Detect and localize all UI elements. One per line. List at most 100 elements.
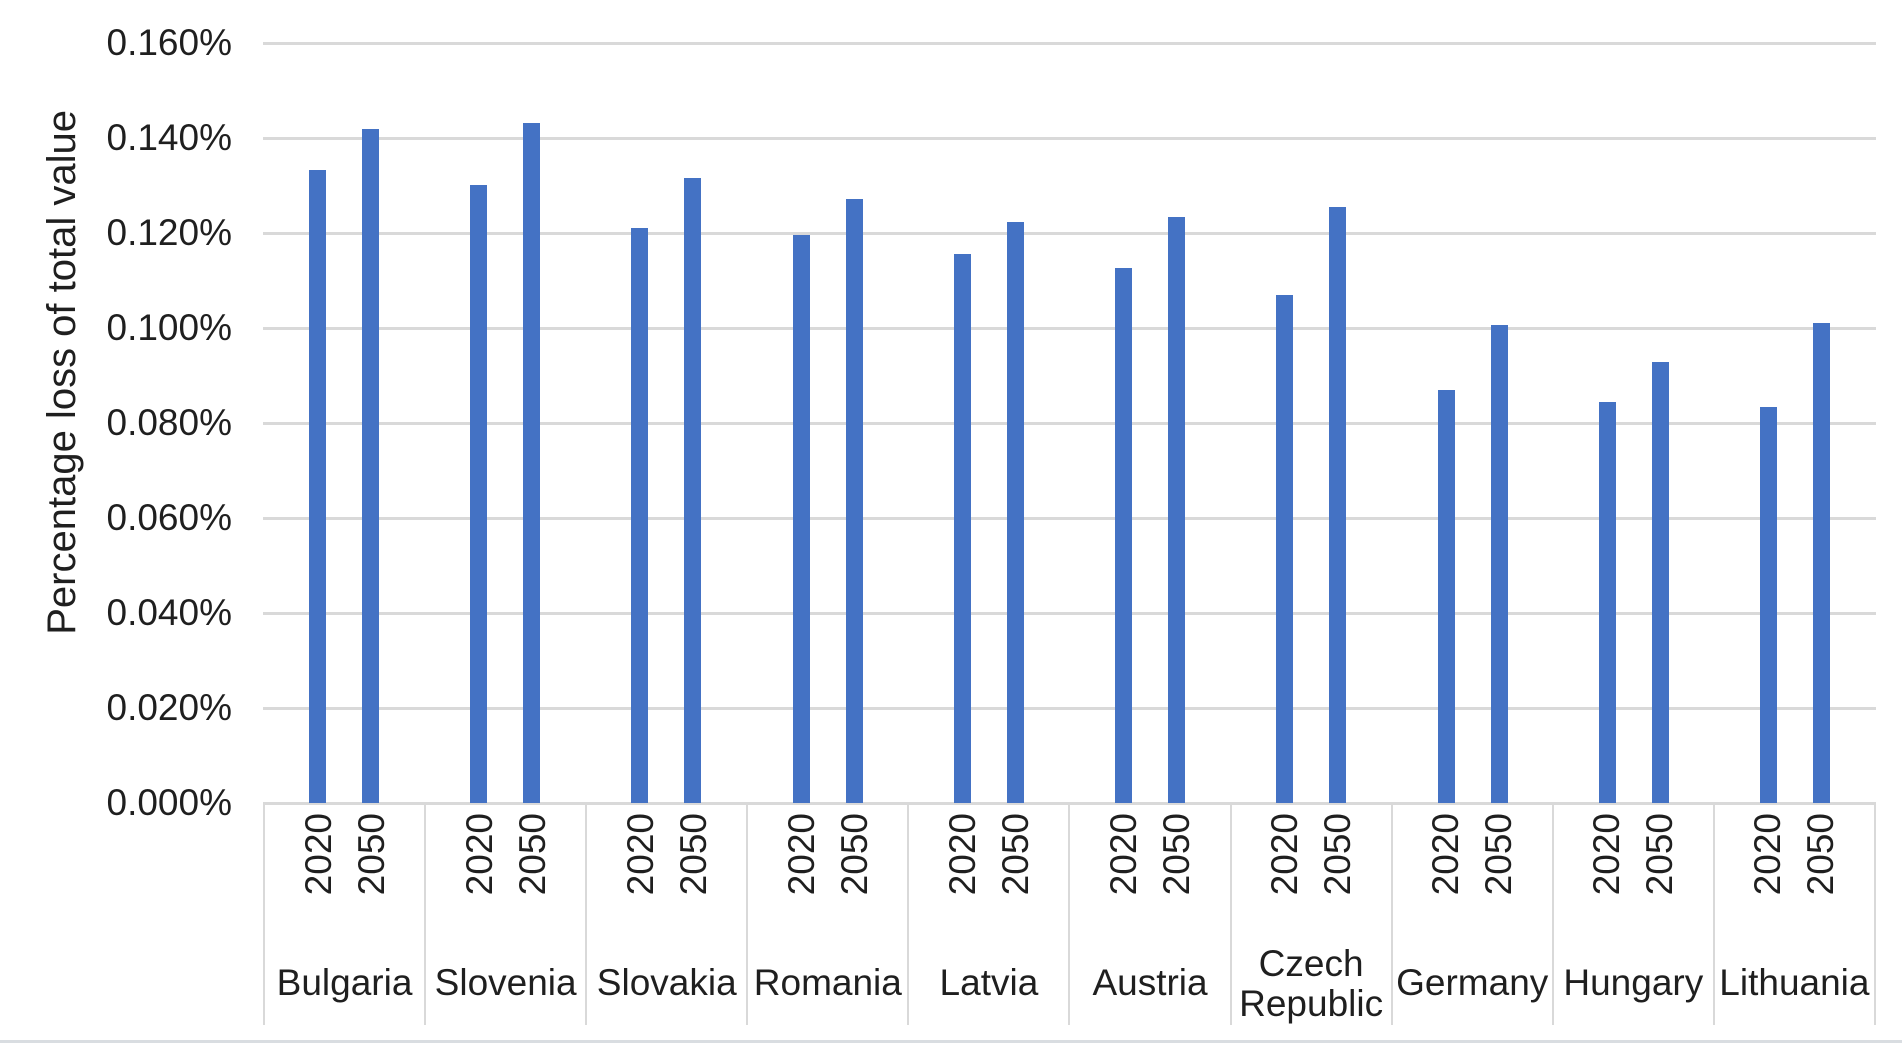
year-label-row: 2020 2050 <box>1419 813 1525 955</box>
year-tick-label: 2020 <box>619 813 661 896</box>
gridline <box>263 232 1876 235</box>
year-tick-label: 2020 <box>458 813 500 896</box>
category-axis-label-area: 2020 2050 Bulgaria 2020 2050 Slovenia 2020 2050… <box>263 803 1876 1025</box>
bar-romania-2050 <box>845 199 863 803</box>
y-tick-label: 0.080% <box>106 402 233 443</box>
year-label-slot: 2050 <box>1633 813 1686 955</box>
year-tick-label: 2020 <box>941 813 983 896</box>
bar-slovakia-2020 <box>631 228 649 803</box>
bar-czech-republic-2020 <box>1276 295 1294 803</box>
bar-slovenia-2020 <box>469 185 487 803</box>
category-cell-slovenia: 2020 2050 Slovenia <box>424 803 585 1025</box>
bar-group-bulgaria <box>263 43 424 803</box>
gridline <box>263 707 1876 710</box>
year-tick-label: 2050 <box>1156 813 1198 896</box>
bars-layer <box>263 43 1876 803</box>
year-label-slot: 2020 <box>1097 813 1150 955</box>
category-cell-germany: 2020 2050 Germany <box>1390 803 1552 1025</box>
year-label-row: 2020 2050 <box>775 813 881 955</box>
y-tick-label: 0.060% <box>106 497 233 538</box>
year-label-slot: 2020 <box>453 813 506 955</box>
bar-hungary-2050 <box>1652 362 1670 803</box>
year-tick-label: 2020 <box>297 813 339 896</box>
year-tick-label: 2050 <box>672 813 714 896</box>
gridline <box>263 42 1876 45</box>
year-label-slot: 2050 <box>667 813 720 955</box>
plot-area <box>263 42 1876 805</box>
category-tick-label: Germany <box>1396 962 1549 1003</box>
year-label-slot: 2020 <box>292 813 345 955</box>
category-cell-austria: 2020 2050 Austria <box>1068 803 1229 1025</box>
year-label-slot: 2020 <box>1741 813 1794 955</box>
year-label-slot: 2020 <box>936 813 989 955</box>
year-label-row: 2020 2050 <box>1580 813 1686 955</box>
bar-group-hungary <box>1553 43 1714 803</box>
year-tick-label: 2050 <box>1639 813 1681 896</box>
bar-slovenia-2050 <box>522 123 540 803</box>
bar-group-austria <box>1069 43 1230 803</box>
year-tick-label: 2020 <box>1425 813 1467 896</box>
category-tick-label: Czech Republic <box>1239 942 1384 1025</box>
bar-group-slovakia <box>586 43 747 803</box>
year-label-slot: 2050 <box>506 813 559 955</box>
year-tick-label: 2050 <box>994 813 1036 896</box>
bar-group-czech-republic <box>1231 43 1392 803</box>
gridline <box>263 137 1876 140</box>
category-cell-latvia: 2020 2050 Latvia <box>907 803 1068 1025</box>
category-tick-label: Hungary <box>1563 962 1704 1003</box>
y-tick-label: 0.040% <box>106 592 233 633</box>
bar-latvia-2050 <box>1006 222 1024 803</box>
year-label-slot: 2050 <box>1311 813 1364 936</box>
year-label-slot: 2020 <box>775 813 828 955</box>
bar-bulgaria-2020 <box>308 170 326 803</box>
year-label-slot: 2050 <box>345 813 398 955</box>
y-tick-label: 0.160% <box>106 22 233 63</box>
year-label-row: 2020 2050 <box>292 813 398 955</box>
bottom-edge-line <box>0 1040 1902 1043</box>
category-tick-label: Latvia <box>939 962 1039 1003</box>
y-axis-tick-labels: 0.160% 0.140% 0.120% 0.100% 0.080% 0.060% 0.04… <box>0 0 233 850</box>
year-tick-label: 2020 <box>1264 813 1306 896</box>
year-tick-label: 2020 <box>1103 813 1145 896</box>
bar-romania-2020 <box>792 235 810 803</box>
year-label-slot: 2020 <box>1258 813 1311 936</box>
gridline <box>263 422 1876 425</box>
y-tick-label: 0.000% <box>106 782 233 823</box>
bar-germany-2050 <box>1490 325 1508 803</box>
year-label-row: 2020 2050 <box>614 813 720 955</box>
y-tick-label: 0.100% <box>106 307 233 348</box>
year-tick-label: 2020 <box>1586 813 1628 896</box>
bar-bulgaria-2050 <box>361 129 379 803</box>
year-tick-label: 2050 <box>1317 813 1359 896</box>
bar-lithuania-2050 <box>1813 323 1831 803</box>
category-tick-label: Slovenia <box>434 962 577 1003</box>
bar-group-romania <box>747 43 908 803</box>
y-tick-label: 0.120% <box>106 212 233 253</box>
year-label-row: 2020 2050 <box>1741 813 1847 955</box>
year-label-slot: 2050 <box>989 813 1042 955</box>
year-label-slot: 2020 <box>1419 813 1472 955</box>
gridline <box>263 327 1876 330</box>
category-tick-label: Bulgaria <box>276 962 413 1003</box>
year-tick-label: 2050 <box>1478 813 1520 896</box>
year-tick-label: 2050 <box>350 813 392 896</box>
bar-group-lithuania <box>1715 43 1876 803</box>
year-tick-label: 2050 <box>1800 813 1842 896</box>
year-tick-label: 2050 <box>833 813 875 896</box>
category-cell-czech-republic: 2020 2050 Czech Republic <box>1229 803 1391 1025</box>
category-tick-label: Romania <box>753 962 902 1003</box>
category-tick-label: Austria <box>1092 962 1208 1003</box>
category-cell-lithuania: 2020 2050 Lithuania <box>1712 803 1876 1025</box>
category-cell-romania: 2020 2050 Romania <box>746 803 907 1025</box>
bar-group-latvia <box>908 43 1069 803</box>
year-label-slot: 2020 <box>614 813 667 955</box>
year-label-slot: 2020 <box>1580 813 1633 955</box>
category-cell-hungary: 2020 2050 Hungary <box>1551 803 1713 1025</box>
year-label-slot: 2050 <box>828 813 881 955</box>
category-tick-label: Lithuania <box>1719 962 1870 1003</box>
bar-austria-2020 <box>1115 268 1133 803</box>
bar-czech-republic-2050 <box>1329 207 1347 803</box>
bar-group-germany <box>1392 43 1553 803</box>
bar-lithuania-2020 <box>1760 407 1778 803</box>
